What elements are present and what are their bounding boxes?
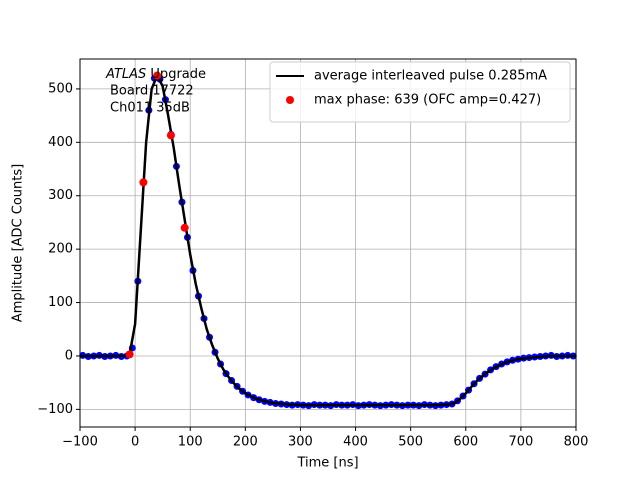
- y-tick-label: 100: [48, 295, 73, 310]
- y-tick-label: 400: [48, 135, 73, 150]
- legend-box: [269, 61, 571, 123]
- legend-label: max phase: 639 (OFC amp=0.427): [314, 93, 541, 108]
- annotation-line: Upgrade: [150, 67, 206, 82]
- y-axis-label: Amplitude [ADC Counts]: [11, 164, 26, 322]
- y-tick-label: 200: [48, 242, 73, 257]
- x-tick-label: 400: [343, 435, 368, 450]
- annotation-line: ATLAS: [105, 67, 146, 82]
- annotation: ATLAS Upgrade: [105, 67, 206, 82]
- max-phase-point: [125, 350, 134, 359]
- x-tick-label: 0: [131, 435, 139, 450]
- x-tick-label: 800: [564, 435, 589, 450]
- annotation-line: Ch011 35dB: [110, 101, 190, 116]
- max-phase-point: [139, 178, 148, 187]
- y-tick-label: −100: [37, 402, 73, 417]
- x-tick-label: 700: [508, 435, 533, 450]
- max-phase-point: [166, 131, 175, 140]
- x-axis-label: Time [ns]: [296, 456, 358, 471]
- x-tick-label: 300: [288, 435, 313, 450]
- legend-label: average interleaved pulse 0.285mA: [314, 69, 547, 84]
- legend-swatch: [286, 96, 294, 104]
- annotation-line: Board 17722: [110, 84, 194, 99]
- x-tick-label: −100: [62, 435, 98, 450]
- plot-frame: [79, 58, 577, 428]
- max-phase-point: [180, 223, 189, 232]
- x-tick-label: 100: [178, 435, 203, 450]
- pulse-line: [80, 72, 576, 407]
- max-phase-point: [153, 71, 162, 80]
- y-tick-label: 300: [48, 188, 73, 203]
- y-tick-label: 500: [48, 81, 73, 96]
- x-tick-label: 200: [233, 435, 258, 450]
- y-tick-label: 0: [65, 348, 73, 363]
- x-tick-label: 600: [453, 435, 478, 450]
- x-tick-label: 500: [398, 435, 423, 450]
